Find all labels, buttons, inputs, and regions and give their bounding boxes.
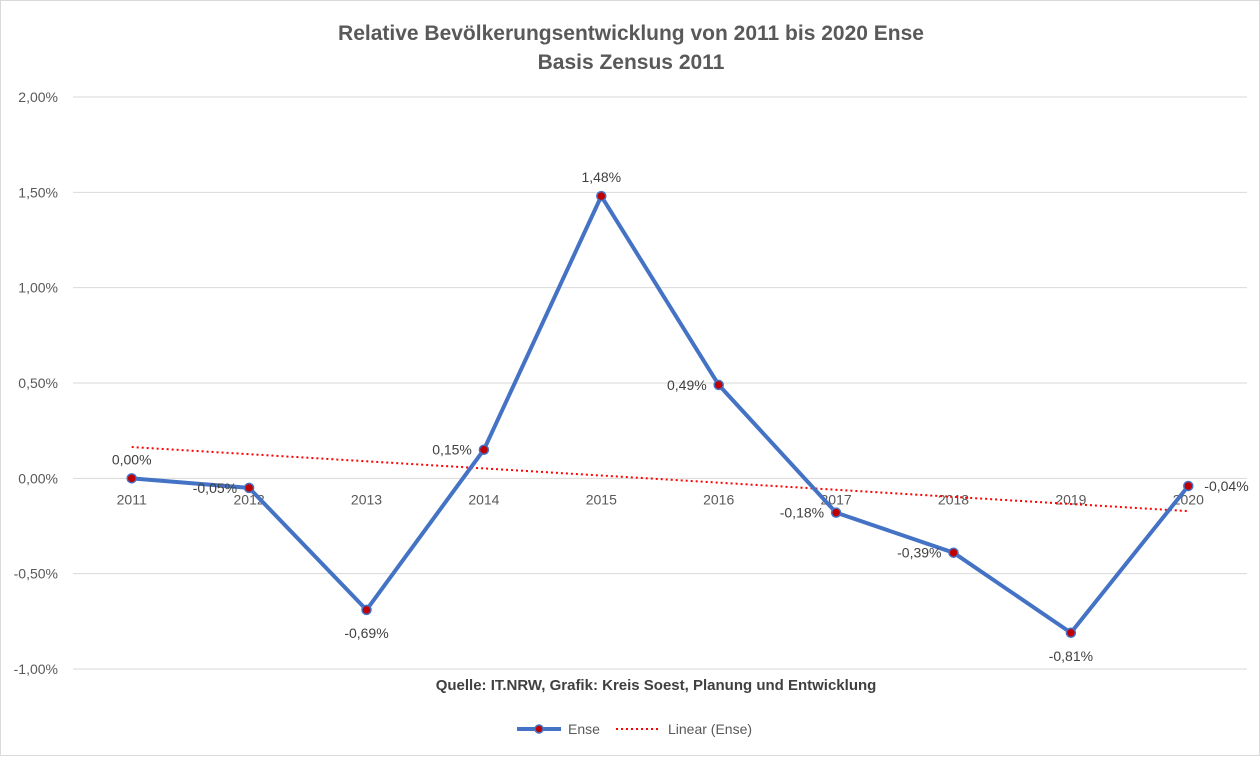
y-tick-label: -1,00% bbox=[14, 661, 58, 677]
y-tick-label: 0,00% bbox=[18, 470, 58, 486]
x-axis-ticks: 2011 2012 2013 2014 2015 2016 2017 2018 2019 2020 bbox=[117, 491, 1204, 507]
x-tick-label: 2014 bbox=[468, 491, 499, 507]
data-label: -0,18% bbox=[780, 505, 824, 521]
legend-label-trend: Linear (Ense) bbox=[668, 721, 752, 737]
y-tick-label: 2,00% bbox=[18, 89, 58, 105]
data-point bbox=[713, 379, 724, 391]
data-point bbox=[126, 473, 137, 484]
legend-label-ense: Ense bbox=[568, 721, 600, 737]
data-point bbox=[596, 190, 607, 202]
trendline-group bbox=[131, 446, 1189, 513]
data-point bbox=[361, 604, 372, 616]
data-label: -0,81% bbox=[1049, 648, 1093, 664]
data-label: 0,49% bbox=[667, 377, 707, 393]
y-tick-label: 1,50% bbox=[18, 184, 58, 200]
chart-title: Relative Bevölkerungsentwicklung von 201… bbox=[338, 22, 924, 45]
data-label: 1,48% bbox=[581, 169, 621, 185]
y-tick-label: -0,50% bbox=[14, 566, 58, 582]
legend: Ense Linear (Ense) bbox=[517, 721, 752, 737]
data-point bbox=[243, 482, 255, 494]
y-tick-label: 1,00% bbox=[18, 280, 58, 296]
source-note: Quelle: IT.NRW, Grafik: Kreis Soest, Pla… bbox=[436, 677, 877, 694]
x-tick-label: 2013 bbox=[351, 491, 382, 507]
data-point bbox=[948, 547, 959, 558]
data-point bbox=[830, 507, 842, 518]
x-tick-label: 2016 bbox=[703, 491, 734, 507]
series-line-ense bbox=[131, 194, 1190, 635]
y-axis-ticks: 2,00% 1,50% 1,00% 0,50% 0,00% -0,50% -1,00% bbox=[14, 89, 58, 677]
data-point bbox=[1065, 627, 1077, 639]
data-label: -0,69% bbox=[344, 625, 388, 641]
series-group bbox=[126, 190, 1194, 639]
chart-subtitle: Basis Zensus 2011 bbox=[538, 51, 725, 74]
data-label: 0,15% bbox=[432, 442, 472, 458]
data-label: -0,05% bbox=[193, 480, 237, 496]
y-tick-label: 0,50% bbox=[18, 375, 58, 391]
gridlines bbox=[73, 96, 1247, 670]
data-label: -0,39% bbox=[897, 545, 941, 561]
x-tick-label: 2019 bbox=[1055, 491, 1086, 507]
data-point bbox=[478, 444, 490, 455]
data-labels: 0,00% -0,05% -0,69% 0,15% 1,48% 0,49% -0,18% -0… bbox=[112, 169, 1249, 664]
x-tick-label: 2018 bbox=[938, 491, 969, 507]
trendline bbox=[131, 446, 1189, 513]
data-label: 0,00% bbox=[112, 451, 152, 467]
data-point bbox=[1183, 480, 1194, 492]
legend-marker-ense bbox=[534, 724, 544, 734]
data-label: -0,04% bbox=[1204, 478, 1248, 494]
x-tick-label: 2015 bbox=[586, 491, 617, 507]
x-tick-label: 2011 bbox=[117, 491, 147, 507]
